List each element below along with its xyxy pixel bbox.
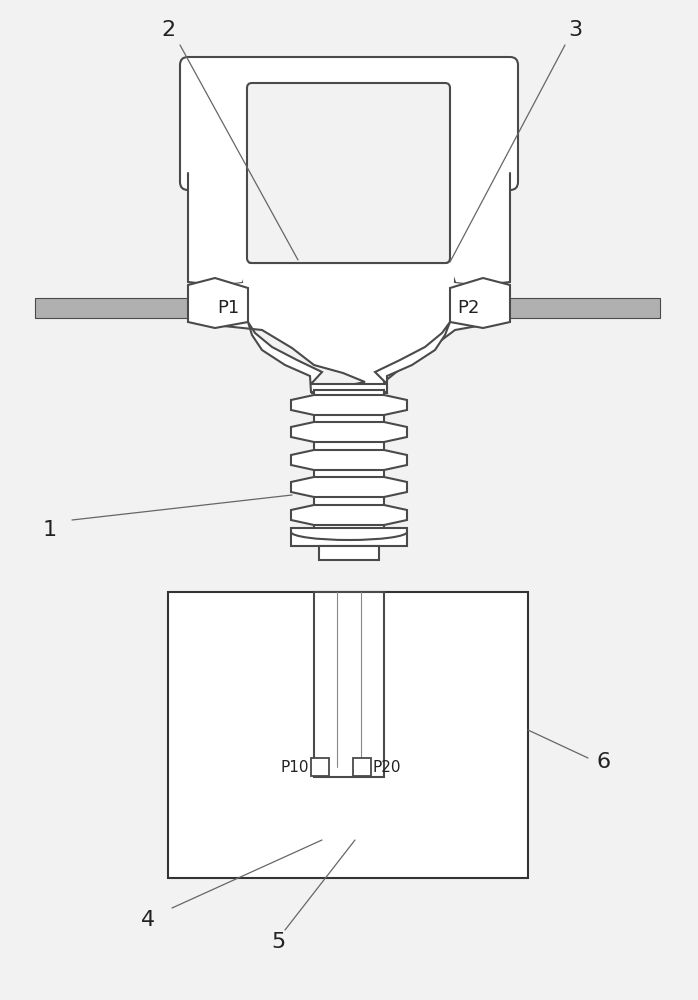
Text: 5: 5 [271,932,285,952]
Text: P1: P1 [217,299,239,317]
FancyBboxPatch shape [180,57,518,190]
Text: 3: 3 [568,20,582,40]
Polygon shape [291,422,407,442]
Polygon shape [35,298,215,318]
Polygon shape [291,477,407,497]
Polygon shape [188,173,248,285]
Polygon shape [291,395,407,415]
Polygon shape [450,278,510,328]
Text: P2: P2 [456,299,480,317]
Polygon shape [291,528,407,546]
Polygon shape [319,546,379,560]
Text: 1: 1 [43,520,57,540]
Polygon shape [450,173,510,285]
Polygon shape [314,592,384,777]
Polygon shape [311,758,329,776]
Polygon shape [248,322,450,392]
Polygon shape [314,390,384,540]
Polygon shape [482,298,660,318]
Polygon shape [291,450,407,470]
Text: P20: P20 [373,760,401,774]
Polygon shape [168,592,528,878]
Text: P10: P10 [281,760,309,774]
Text: 4: 4 [141,910,155,930]
Polygon shape [185,65,513,393]
Polygon shape [291,505,407,525]
FancyBboxPatch shape [247,83,450,263]
Polygon shape [353,758,371,776]
FancyBboxPatch shape [247,83,450,263]
Text: 6: 6 [597,752,611,772]
Polygon shape [188,278,248,328]
Text: 2: 2 [161,20,175,40]
